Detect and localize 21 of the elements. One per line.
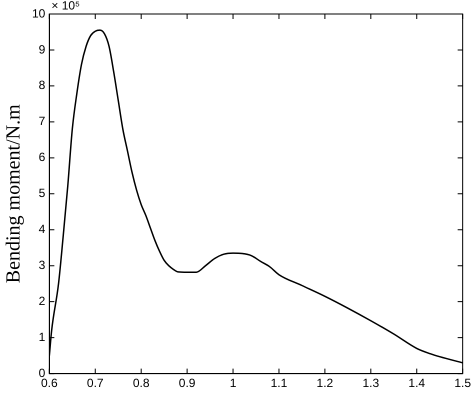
y-tick-label: 2	[38, 294, 46, 308]
x-tick-label: 0.8	[132, 376, 150, 390]
y-tick-label: 9	[38, 42, 46, 56]
y-axis-title: Bending moment/N.m	[2, 104, 24, 284]
y-tick-label: 1	[38, 330, 46, 344]
y-tick-label: 6	[38, 150, 46, 164]
y-tick-label: 4	[38, 222, 46, 236]
y-tick-label: 3	[38, 258, 46, 272]
x-tick-label: 1	[230, 376, 237, 390]
x-tick-label: 1.4	[408, 376, 426, 390]
y-tick-label: 8	[38, 78, 46, 92]
x-tick-label: 1.3	[362, 376, 380, 390]
text: × 10⁵	[51, 0, 80, 12]
x-tick-label: 1.1	[270, 376, 288, 390]
y-tick-label: 10	[32, 6, 46, 20]
x-tick-label: 0.7	[86, 376, 104, 390]
x-tick-label: 1.5	[454, 376, 472, 390]
x-tick-label: 1.2	[316, 376, 334, 390]
y-tick-label: 7	[38, 114, 46, 128]
x-tick-label: 0.9	[178, 376, 196, 390]
y-tick-label: 5	[38, 186, 46, 200]
